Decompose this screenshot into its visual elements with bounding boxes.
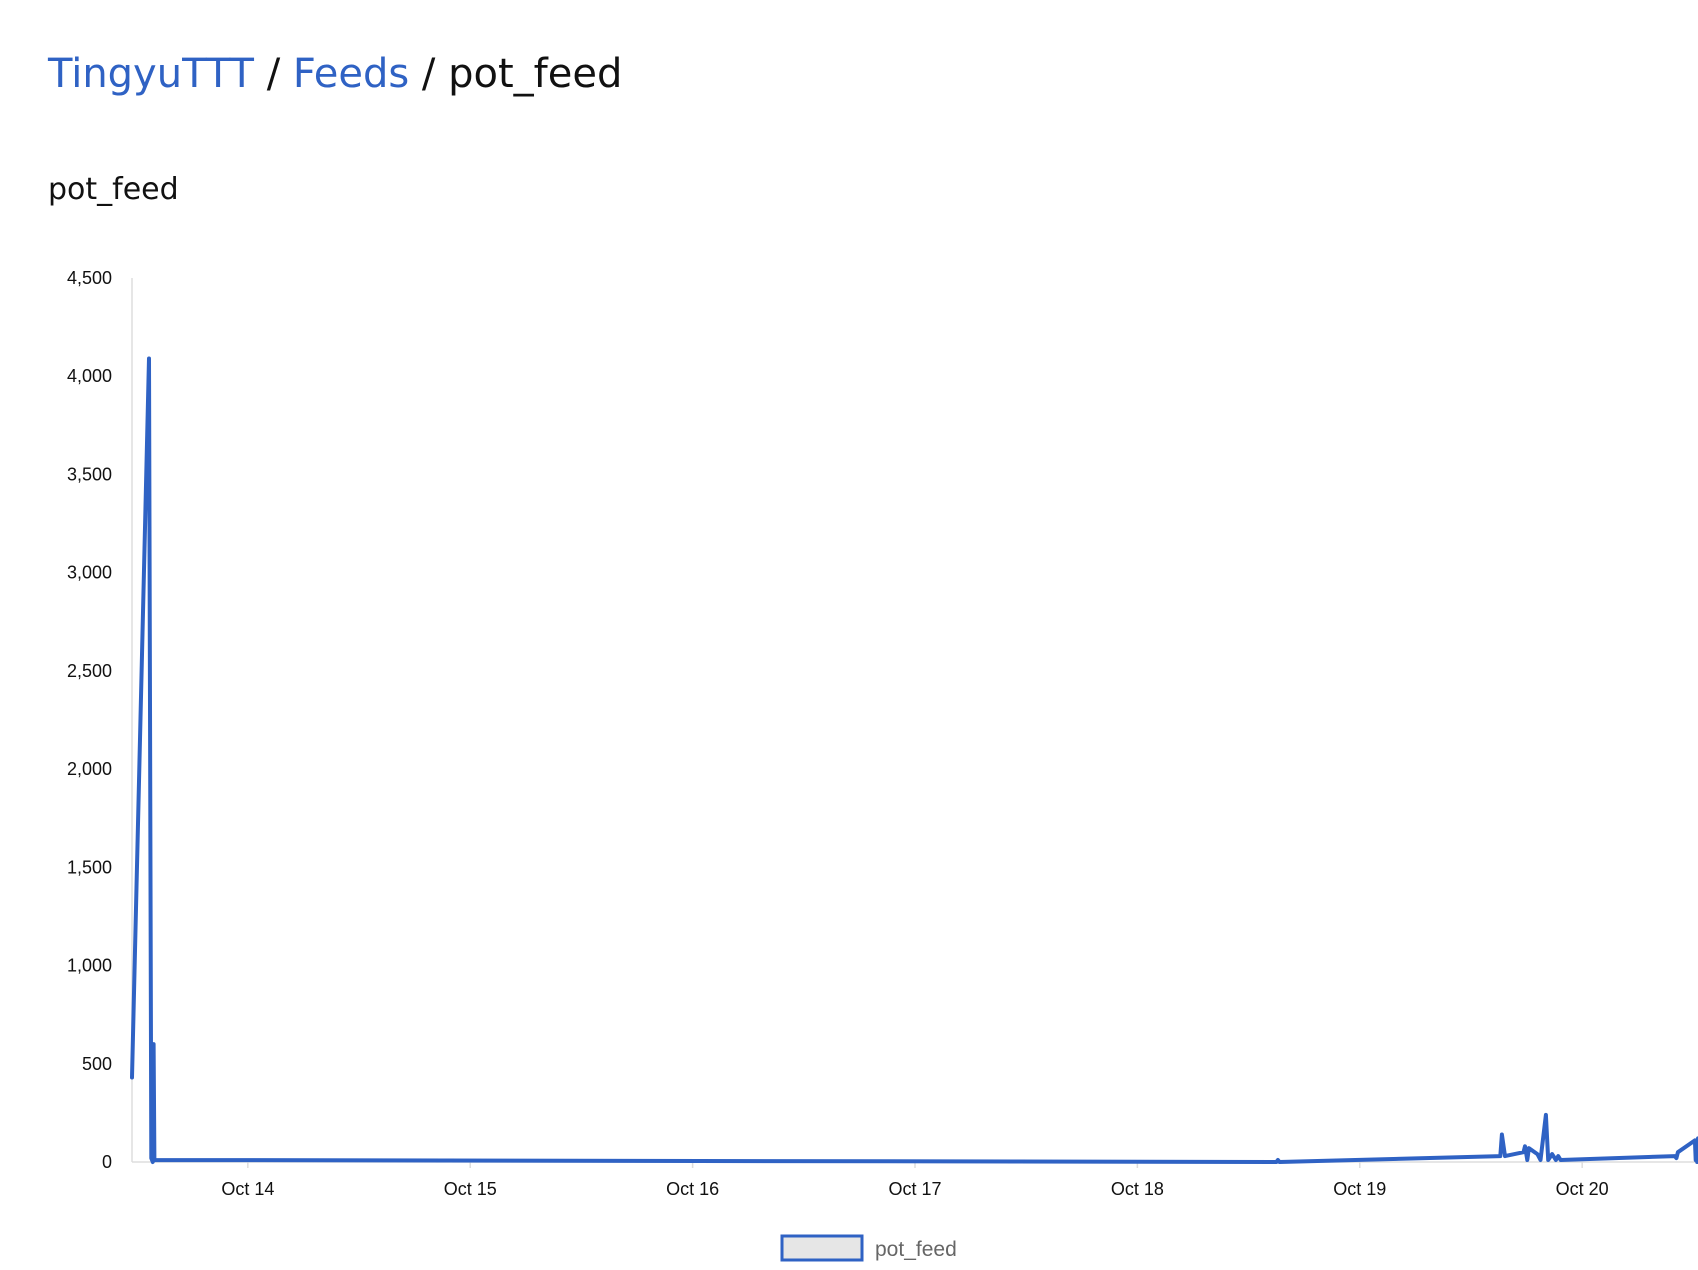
data-point[interactable] bbox=[147, 356, 151, 361]
data-point[interactable] bbox=[1535, 1152, 1539, 1156]
data-point[interactable] bbox=[1674, 1156, 1678, 1160]
y-tick-label: 4,000 bbox=[67, 366, 112, 386]
data-point[interactable] bbox=[152, 1042, 156, 1046]
data-point[interactable] bbox=[1277, 1160, 1282, 1164]
breadcrumb-current-feed: pot_feed bbox=[448, 51, 623, 97]
data-point[interactable] bbox=[1544, 1113, 1548, 1117]
data-point[interactable] bbox=[1676, 1150, 1680, 1154]
x-tick-label: Oct 20 bbox=[1556, 1179, 1609, 1199]
chart-title: pot_feed bbox=[48, 172, 179, 207]
y-tick-label: 2,500 bbox=[67, 661, 112, 681]
data-point[interactable] bbox=[1546, 1158, 1550, 1162]
series-layer bbox=[130, 356, 1698, 1164]
y-tick-label: 2,000 bbox=[67, 759, 112, 779]
data-point[interactable] bbox=[1559, 1158, 1563, 1162]
data-point[interactable] bbox=[1554, 1158, 1558, 1162]
x-tick-label: Oct 18 bbox=[1111, 1179, 1164, 1199]
data-point[interactable] bbox=[1523, 1144, 1527, 1148]
y-tick-label: 500 bbox=[82, 1054, 112, 1074]
x-tick-label: Oct 16 bbox=[666, 1179, 719, 1199]
data-point[interactable] bbox=[1527, 1146, 1531, 1150]
x-tick-label: Oct 15 bbox=[444, 1179, 497, 1199]
y-tick-label: 0 bbox=[102, 1152, 112, 1172]
data-point[interactable] bbox=[1521, 1150, 1526, 1154]
breadcrumb: TingyuTTT / Feeds / pot_feed bbox=[48, 44, 622, 104]
x-tick-label: Oct 17 bbox=[888, 1179, 941, 1199]
legend-swatch bbox=[780, 1234, 864, 1262]
series-line-0[interactable] bbox=[130, 356, 1698, 1164]
breadcrumb-feeds-link[interactable]: Feeds bbox=[292, 51, 410, 97]
data-point[interactable] bbox=[1498, 1154, 1502, 1158]
breadcrumb-separator: / bbox=[421, 51, 436, 97]
data-point[interactable] bbox=[1500, 1132, 1504, 1137]
data-point[interactable] bbox=[1695, 1160, 1698, 1164]
data-point[interactable] bbox=[1525, 1158, 1529, 1162]
data-point[interactable] bbox=[1694, 1142, 1698, 1146]
data-point[interactable] bbox=[1538, 1158, 1543, 1162]
data-point[interactable] bbox=[1556, 1154, 1560, 1158]
x-axis-ticks: Oct 14 Oct 15 Oct 16 Oct 17 Oct 18 Oct 19 Oct … bbox=[221, 1162, 1609, 1199]
legend-label: pot_feed bbox=[875, 1238, 957, 1261]
data-point[interactable] bbox=[152, 1158, 156, 1162]
y-tick-label: 4,500 bbox=[67, 268, 112, 288]
data-point[interactable] bbox=[149, 1156, 153, 1160]
y-tick-label: 1,500 bbox=[67, 857, 112, 877]
y-tick-label: 3,500 bbox=[67, 464, 112, 484]
breadcrumb-separator: / bbox=[266, 51, 281, 97]
data-point[interactable] bbox=[130, 1075, 134, 1080]
data-point[interactable] bbox=[1693, 1138, 1697, 1142]
x-tick-label: Oct 19 bbox=[1333, 1179, 1386, 1199]
y-axis-ticks: 0 500 1,000 1,500 2,000 2,500 3,000 3,500 4,000 4… bbox=[67, 268, 112, 1172]
y-tick-label: 1,000 bbox=[67, 956, 112, 976]
x-tick-label: Oct 14 bbox=[221, 1179, 274, 1199]
breadcrumb-owner-link[interactable]: TingyuTTT bbox=[48, 51, 254, 97]
data-point[interactable] bbox=[1550, 1152, 1554, 1156]
y-tick-label: 3,000 bbox=[67, 563, 112, 583]
data-point[interactable] bbox=[1503, 1154, 1507, 1158]
legend[interactable]: pot_feed bbox=[780, 1234, 957, 1262]
